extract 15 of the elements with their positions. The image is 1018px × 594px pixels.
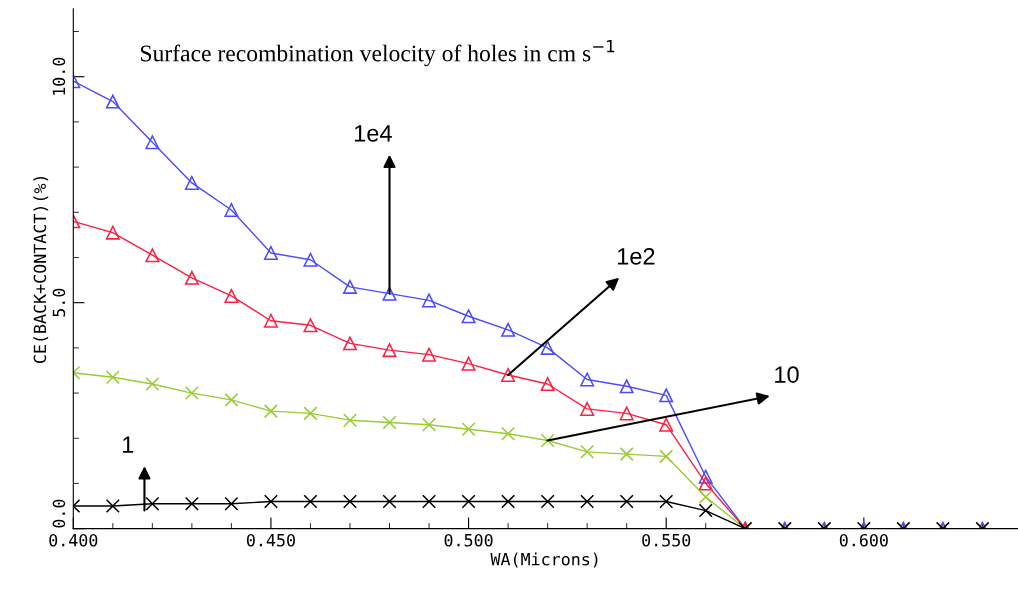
annotation: 10 xyxy=(775,366,799,383)
x-tick-label: 0.400 xyxy=(49,533,98,547)
x-tick-label: 0.500 xyxy=(444,533,493,547)
annotation: 1e2 xyxy=(617,247,655,265)
x-tick-label: 0.550 xyxy=(642,533,691,547)
y-tick-label: 5.0 xyxy=(52,288,66,317)
y-tick-label: 0.0 xyxy=(52,499,66,528)
annotation: 1 xyxy=(123,436,134,453)
text: Surface recombination velocity of holes in cm s$^{−1}$ xyxy=(141,40,615,67)
x-axis-title: WA(Microns) xyxy=(490,552,598,568)
annotation: 1e4 xyxy=(354,125,392,142)
y-tick-label: 10.0 xyxy=(52,57,66,95)
x-tick-label: 0.600 xyxy=(839,533,888,547)
x-tick-label: 0.450 xyxy=(246,533,295,547)
y-axis-title: CE(BACK+CONTACT)(%) xyxy=(33,176,49,363)
